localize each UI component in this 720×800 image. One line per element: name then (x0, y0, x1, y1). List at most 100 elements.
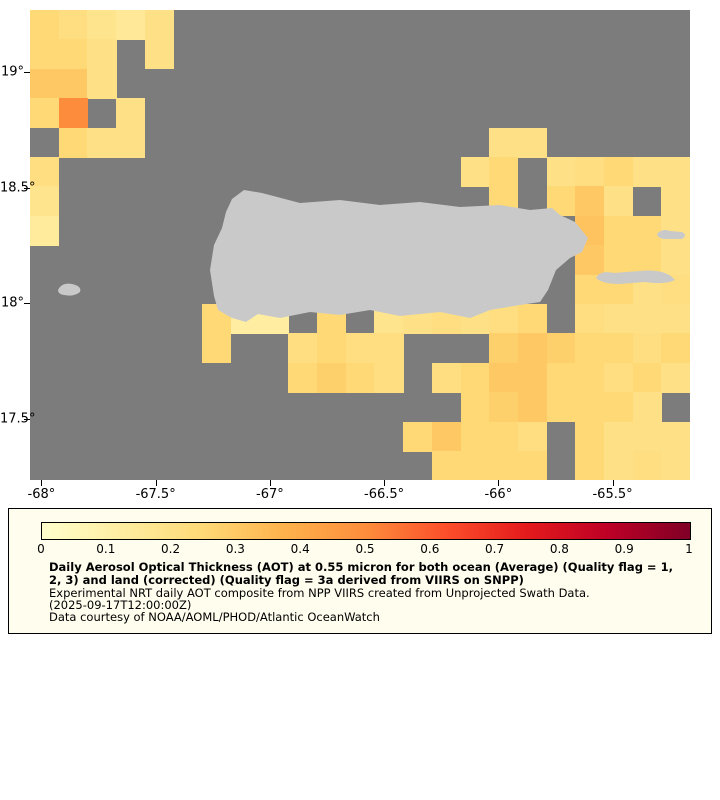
legend-timestamp: (2025-09-17T12:00:00Z) (49, 598, 192, 612)
colorbar-tick-label: 0.6 (420, 542, 440, 556)
vieques-landmass (596, 270, 675, 284)
aot-cell (632, 451, 662, 480)
aot-cell (431, 451, 462, 480)
aot-cell (604, 157, 634, 187)
colorbar-tick-label: 0.1 (96, 542, 116, 556)
aot-cell (632, 304, 662, 334)
longitude-tick-mark (612, 480, 614, 486)
aot-cell (374, 362, 404, 393)
aot-cell (489, 362, 519, 393)
colorbar-tick-label: 0.3 (225, 542, 245, 556)
aot-cell (546, 392, 576, 423)
aot-cell (517, 451, 548, 480)
aot-cell (116, 98, 146, 129)
aot-cell (661, 362, 690, 393)
aot-cell (345, 362, 375, 393)
aot-cell (517, 362, 548, 393)
aot-cell (460, 392, 490, 423)
aot-cell (288, 333, 318, 364)
aot-cell (317, 362, 347, 393)
aot-cell (604, 362, 634, 393)
colorbar-tick-label: 0.2 (161, 542, 181, 556)
aot-cell (87, 68, 117, 99)
aot-cell (87, 10, 117, 40)
latitude-tick-mark (24, 187, 30, 189)
aot-cell (632, 215, 662, 246)
longitude-tick-mark (269, 480, 271, 486)
legend-description: Experimental NRT daily AOT composite fro… (49, 586, 590, 600)
longitude-tick-label: -66.5° (364, 487, 405, 502)
aot-cell (431, 362, 462, 393)
aot-cell (460, 421, 490, 452)
aot-cell (30, 39, 60, 70)
legend-title-line1: Daily Aerosol Optical Thickness (AOT) at… (49, 560, 673, 574)
landmass-layer (58, 190, 685, 322)
desecheo-landmass (58, 283, 81, 296)
aot-cell (546, 333, 576, 364)
aot-cell (575, 392, 605, 423)
aot-cell (58, 39, 88, 70)
aot-cell (460, 362, 490, 393)
aot-cell (374, 333, 404, 364)
aot-cell (632, 362, 662, 393)
aot-cell (517, 127, 548, 158)
longitude-tick-mark (41, 480, 43, 486)
aot-cell (489, 333, 519, 364)
aot-cell (431, 421, 462, 452)
aot-cell (489, 451, 519, 480)
aot-cell (87, 39, 117, 70)
longitude-tick-mark (384, 480, 386, 486)
colorbar-tick-label: 0.5 (355, 542, 375, 556)
colorbar-tick-label: 0.4 (290, 542, 310, 556)
aot-cell (317, 333, 347, 364)
aot-cell (604, 304, 634, 334)
longitude-tick-label: -68° (27, 487, 56, 502)
aot-cell (30, 10, 60, 40)
aot-cell (345, 333, 375, 364)
aot-cell (575, 304, 605, 334)
aot-cell (460, 157, 490, 187)
longitude-tick-mark (498, 480, 500, 486)
aot-cell (517, 333, 548, 364)
latitude-tick-label: 19° (0, 64, 24, 80)
colorbar-tick-label: 0.7 (485, 542, 505, 556)
aot-cell (661, 157, 690, 187)
aot-cell (575, 362, 605, 393)
aot-cell (575, 451, 605, 480)
aot-cell (489, 127, 519, 158)
aot-cell (116, 127, 146, 158)
aot-cell (632, 392, 662, 423)
aot-cell (661, 304, 690, 334)
aot-cell (58, 10, 88, 40)
aot-cell (116, 10, 146, 40)
colorbar-tick-label: 0.8 (549, 542, 569, 556)
aot-cell (604, 245, 634, 276)
longitude-tick-label: -67° (256, 487, 284, 502)
aot-cell (202, 333, 232, 364)
legend-box: 0 0.1 0.2 0.3 0.4 0.5 0.6 0.7 0.8 0.9 1 Daily Aero… (8, 508, 712, 634)
aot-cell (575, 421, 605, 452)
aot-cell (661, 186, 690, 217)
longitude-tick-label: -67.5° (135, 487, 176, 502)
aot-cell (460, 451, 490, 480)
latitude-tick-label: 17.5° (0, 411, 36, 427)
aot-cell (546, 362, 576, 393)
legend-credit: Data courtesy of NOAA/AOML/PHOD/Atlantic… (49, 610, 380, 624)
longitude-tick-label: -66° (484, 487, 513, 502)
aot-cell (546, 157, 576, 187)
aot-cell (87, 127, 117, 158)
colorbar-gradient (41, 522, 691, 540)
aot-cell (144, 10, 175, 40)
aot-cell (58, 68, 88, 99)
colorbar-tick-label: 1 (685, 542, 693, 556)
aot-cell (489, 157, 519, 187)
latitude-tick-mark (24, 72, 30, 74)
aot-cell (30, 215, 60, 246)
aot-cell (517, 421, 548, 452)
longitude-tick-label: -65.5° (592, 487, 633, 502)
aot-cell (632, 245, 662, 276)
aot-cell (604, 186, 634, 217)
aot-cell (489, 392, 519, 423)
aot-cell (604, 421, 634, 452)
aot-cell (58, 98, 88, 129)
